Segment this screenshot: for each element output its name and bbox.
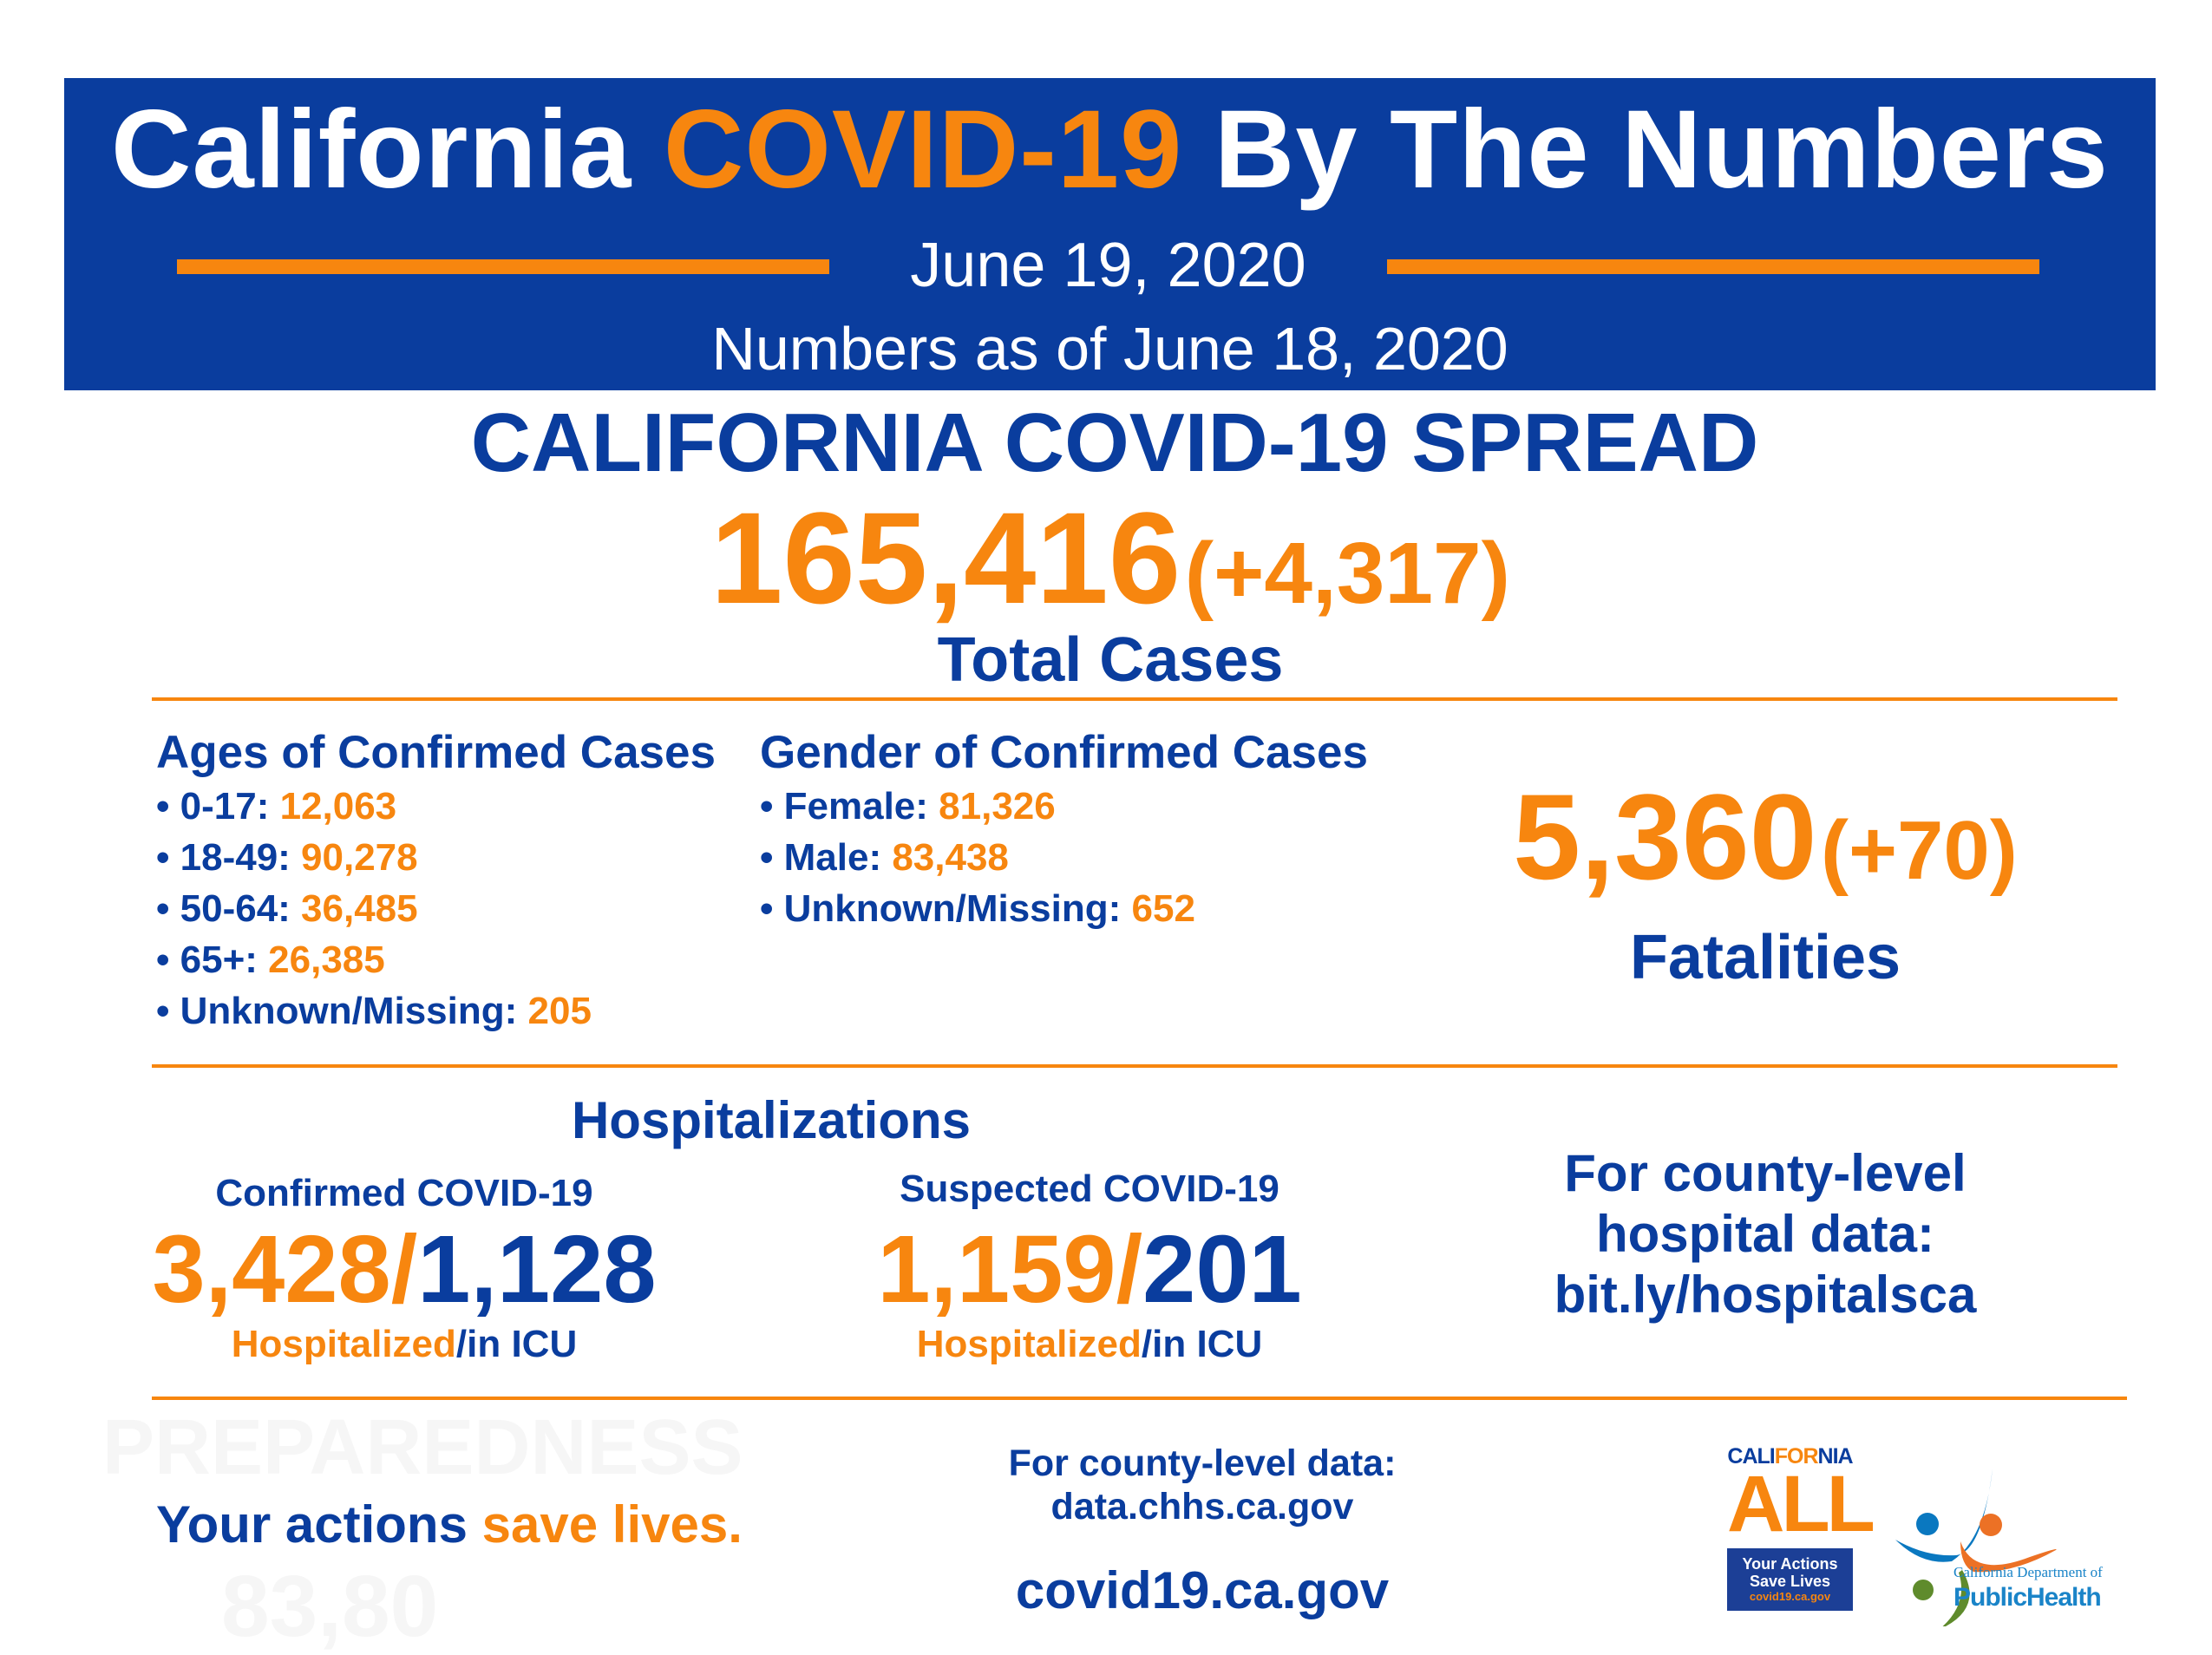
numbers-as-of: Numbers as of June 18, 2020	[711, 315, 1508, 383]
hospitalizations-heading: Hospitalizations	[571, 1091, 972, 1149]
fatalities-change: (+70)	[1821, 804, 2018, 897]
list-item: • Male: 83,438	[760, 836, 1009, 879]
spread-heading: CALIFORNIA COVID-19 SPREAD	[470, 396, 1759, 489]
page-title: California COVID-19 By The Numbers	[64, 87, 2156, 213]
suspected-icu: 201	[1142, 1216, 1302, 1323]
icu-label: /in ICU	[455, 1323, 578, 1365]
divider-left	[177, 259, 829, 274]
title-highlight: COVID-19	[663, 88, 1183, 212]
website-link[interactable]: covid19.ca.gov	[1015, 1561, 1390, 1619]
cdph-dept: California Department of	[1953, 1564, 2103, 1580]
ages-list: • 0-17: 12,063 • 18-49: 90,278 • 50-64: …	[156, 781, 592, 1037]
county-hospital-line: hospital data:	[1595, 1205, 1935, 1263]
header-banner	[64, 78, 2156, 390]
total-cases-change: (+4,317)	[1184, 525, 1510, 622]
county-hospital-info: For county-level hospital data: bit.ly/h…	[1418, 1143, 2112, 1325]
list-item: • 18-49: 90,278	[156, 836, 418, 879]
slogan-highlight: save lives.	[481, 1495, 743, 1554]
confirmed-icu: 1,128	[417, 1216, 657, 1323]
separator: /	[390, 1216, 418, 1323]
ghost-number: 83,80	[221, 1558, 439, 1655]
gender-list: • Female: 81,326 • Male: 83,438 • Unknow…	[760, 781, 1195, 934]
county-data-link[interactable]: data.chhs.ca.gov	[1050, 1486, 1354, 1527]
cdph-public-health: PublicHealth	[1953, 1583, 2102, 1612]
fatalities-label: Fatalities	[1629, 923, 1901, 992]
list-item: • 50-64: 36,485	[156, 887, 418, 930]
cdph-logo: California Department of PublicHealth	[1891, 1444, 2125, 1630]
suspected-label: Suspected COVID-19	[900, 1168, 1279, 1210]
list-item: • Unknown/Missing: 652	[760, 887, 1195, 930]
cdph-figures-icon	[1895, 1469, 2057, 1630]
list-item: • 65+: 26,385	[156, 939, 385, 981]
section-divider	[152, 1064, 2117, 1068]
suspected-values: 1,159/201	[786, 1221, 1393, 1318]
confirmed-caption: Hospitalized/in ICU	[144, 1324, 664, 1365]
title-text-end: By The Numbers	[1182, 88, 2109, 212]
total-cases-value: 165,416 (+4,317)	[0, 493, 2212, 623]
california-for-all-logo: CALIFORNIA ALL Your Actions Save Lives c…	[1727, 1444, 1875, 1611]
ages-heading: Ages of Confirmed Cases	[156, 727, 716, 778]
fatalities-value: 5,360 (+70)	[1418, 776, 2112, 898]
section-divider	[152, 1397, 2127, 1400]
list-item: • Female: 81,326	[760, 785, 1056, 828]
county-data-label: For county-level data:	[1008, 1442, 1397, 1484]
gender-heading: Gender of Confirmed Cases	[760, 727, 1368, 778]
report-date: June 19, 2020	[910, 231, 1306, 300]
logo-all: ALL	[1727, 1460, 1875, 1548]
slogan-text: Your actions	[156, 1495, 482, 1554]
ghost-text: PREPAREDNESS	[102, 1404, 743, 1491]
logo-california: CALIFORNIA	[1727, 1444, 1853, 1469]
slogan: Your actions save lives.	[156, 1495, 743, 1554]
total-cases-label: Total Cases	[937, 625, 1284, 695]
confirmed-hospitalized: 3,428	[152, 1216, 391, 1323]
suspected-hospitalized: 1,159	[877, 1216, 1116, 1323]
logo-box: Your Actions Save Lives covid19.ca.gov	[1727, 1548, 1853, 1611]
section-divider	[152, 697, 2117, 701]
county-hospital-line: For county-level	[1564, 1144, 1967, 1202]
county-hospital-link[interactable]: bit.ly/hospitalsca	[1554, 1266, 1977, 1324]
hospitalized-label: Hospitalized	[231, 1323, 456, 1365]
separator: /	[1116, 1216, 1143, 1323]
divider-right	[1387, 259, 2039, 274]
list-item: • 0-17: 12,063	[156, 785, 397, 828]
list-item: • Unknown/Missing: 205	[156, 990, 592, 1032]
fatalities-total: 5,360	[1513, 769, 1817, 905]
hospitalized-label: Hospitalized	[916, 1323, 1142, 1365]
county-data-info: For county-level data: data.chhs.ca.gov	[942, 1442, 1463, 1528]
icu-label: /in ICU	[1141, 1323, 1263, 1365]
suspected-caption: Hospitalized/in ICU	[829, 1324, 1350, 1365]
title-text: California	[111, 88, 664, 212]
total-cases: 165,416	[710, 485, 1181, 631]
confirmed-values: 3,428/1,128	[101, 1221, 708, 1318]
confirmed-label: Confirmed COVID-19	[215, 1172, 593, 1214]
